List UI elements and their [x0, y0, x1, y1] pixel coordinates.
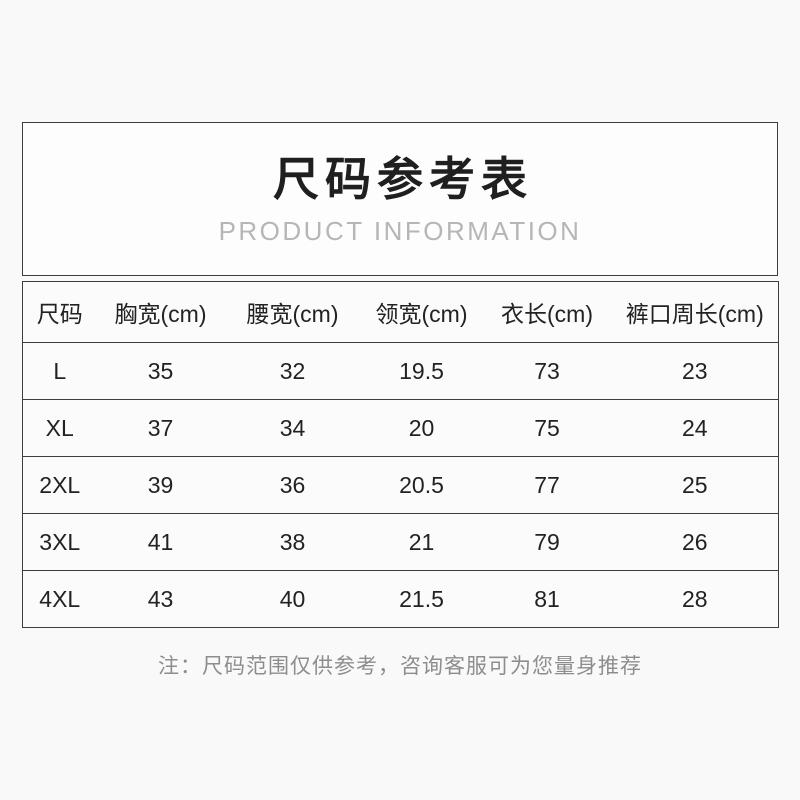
column-header-size: 尺码 [36, 301, 83, 327]
value-cell: 73 [482, 342, 612, 400]
value-cell: 24 [611, 399, 779, 457]
column-header-chest-width: 胸宽(cm) [114, 301, 207, 327]
value-cell: 37 [96, 399, 225, 457]
value-cell: 39 [96, 456, 225, 514]
column-header-neck-width: 领宽(cm) [375, 301, 468, 327]
table-header-row: 尺码 胸宽(cm) 腰宽(cm) 领宽(cm) 衣长(cm) 裤口周长(cm) [23, 282, 779, 343]
size-cell: L [22, 342, 97, 400]
value-cell: 20 [360, 399, 483, 457]
value-cell: 25 [611, 456, 779, 514]
value-cell: 28 [611, 570, 779, 628]
value-cell: 40 [224, 570, 361, 628]
column-header-garment-length: 衣长(cm) [501, 301, 593, 327]
value-cell: 21 [360, 513, 483, 571]
table-row: 2XL 39 36 20.5 77 25 [22, 456, 779, 514]
value-cell: 77 [482, 456, 612, 514]
value-cell: 41 [96, 513, 225, 571]
size-table: 尺码 胸宽(cm) 腰宽(cm) 领宽(cm) 衣长(cm) 裤口周长(cm) … [22, 281, 779, 628]
value-cell: 35 [96, 342, 225, 400]
value-cell: 36 [224, 456, 361, 514]
size-cell: 2XL [22, 456, 97, 514]
column-header-leg-opening: 裤口周长(cm) [625, 301, 764, 327]
title-panel: 尺码参考表 PRODUCT INFORMATION [22, 122, 778, 276]
table-row: L 35 32 19.5 73 23 [22, 342, 779, 400]
value-cell: 23 [611, 342, 779, 400]
column-header-waist-width: 腰宽(cm) [246, 301, 339, 327]
value-cell: 38 [224, 513, 361, 571]
page-subtitle: PRODUCT INFORMATION [218, 215, 582, 246]
table-row: 3XL 41 38 21 79 26 [22, 513, 779, 571]
table-row: XL 37 34 20 75 24 [22, 399, 779, 457]
value-cell: 21.5 [360, 570, 483, 628]
page-title: 尺码参考表 [273, 153, 533, 206]
value-cell: 20.5 [360, 456, 483, 514]
value-cell: 79 [482, 513, 612, 571]
value-cell: 19.5 [360, 342, 483, 400]
table-row: 4XL 43 40 21.5 81 28 [22, 570, 779, 628]
value-cell: 43 [96, 570, 225, 628]
value-cell: 81 [482, 570, 612, 628]
value-cell: 32 [224, 342, 361, 400]
value-cell: 34 [224, 399, 361, 457]
size-cell: 4XL [22, 570, 97, 628]
note-text: 注：尺码范围仅供参考，咨询客服可为您量身推荐 [158, 655, 642, 678]
size-cell: 3XL [22, 513, 97, 571]
value-cell: 75 [482, 399, 612, 457]
size-cell: XL [22, 399, 97, 457]
value-cell: 26 [611, 513, 779, 571]
